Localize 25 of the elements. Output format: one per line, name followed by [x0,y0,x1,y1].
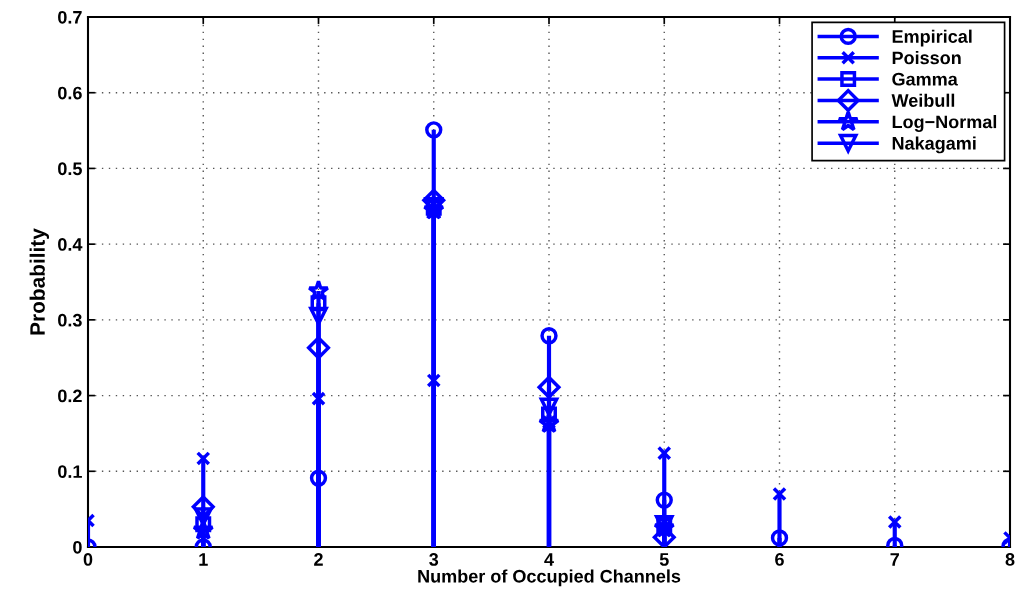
x-tick-label: 5 [659,553,669,566]
y-tick-label: 0.1 [58,465,82,479]
y-tick-label: 0.6 [58,86,82,100]
y-tick-label: 0.3 [58,313,82,327]
x-axis-title: Number of Occupied Channels [418,569,681,587]
x-tick-label: 1 [199,553,208,566]
x-tick-label: 2 [314,553,323,566]
x-tick-label: 3 [429,553,439,566]
legend-label: Empirical [892,29,972,47]
x-tick-label: 0 [83,553,93,566]
x-tick-label: 6 [775,553,784,566]
x-tick-label: 7 [890,553,899,566]
legend-label: Weibull [891,93,955,107]
legend-label: Poisson [892,50,961,65]
y-tick-label: 0.5 [58,162,82,176]
legend-label: Gamma [892,72,958,86]
x-tick-label: 4 [544,553,554,566]
y-tick-label: 0.7 [58,10,82,24]
y-tick-label: 0.2 [58,389,82,403]
legend-label: Log−Normal [892,115,997,132]
y-tick-label: 0.4 [58,238,83,251]
y-axis-title: Probability [29,228,50,335]
x-tick-label: 8 [1005,553,1015,566]
y-tick-label: 0 [73,540,82,554]
legend-label: Nakagami [892,136,976,154]
